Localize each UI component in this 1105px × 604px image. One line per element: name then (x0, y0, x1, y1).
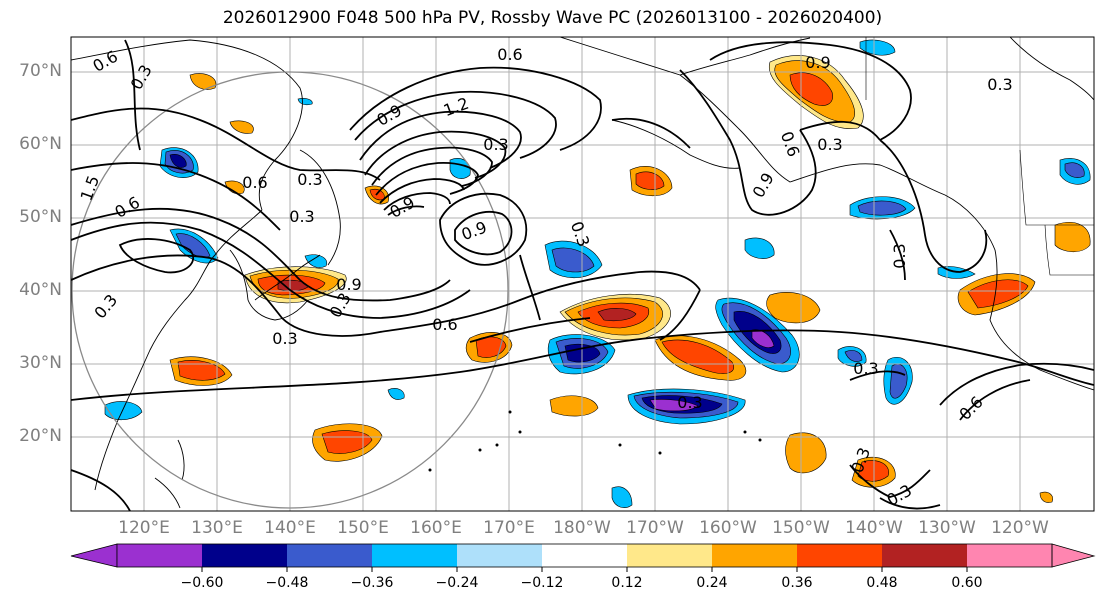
colorbar-tick-label: −0.60 (180, 575, 224, 591)
map-plot-area: 0.6 0.3 0.6 0.9 1.2 0.9 0.9 0.3 0.6 0.3 … (71, 37, 1094, 511)
lon-label: 130°E (191, 518, 243, 538)
anomaly-negative (744, 237, 775, 259)
colorbar-tick-label: 0.24 (696, 575, 728, 591)
colorbar-tick-label: 0.60 (951, 575, 983, 591)
islands (428, 410, 762, 472)
anomaly-negative (297, 98, 313, 106)
lat-label: 50°N (19, 207, 62, 227)
lon-label: 120°E (118, 518, 170, 538)
anomaly-positive (1054, 222, 1091, 253)
contour-label: 0.3 (289, 207, 314, 226)
contour-label: 0.3 (987, 75, 1012, 94)
anomaly-negative (857, 200, 907, 216)
lon-label: 150°W (772, 518, 830, 538)
anomaly-negative (175, 233, 211, 258)
lon-label: 140°W (845, 518, 903, 538)
lon-label: 160°W (699, 518, 757, 538)
colorbar-segment (202, 544, 287, 567)
great-circle (71, 71, 509, 509)
anomaly-positive (661, 339, 734, 374)
colorbar-segment (627, 544, 712, 567)
contour-label: 0.3 (483, 135, 508, 154)
colorbar-tick-label: 0.36 (781, 575, 813, 591)
contour-label: 0.6 (242, 173, 267, 192)
contour-label: 0.3 (853, 359, 878, 378)
anomaly-negative (551, 247, 595, 273)
contour-label: 0.9 (336, 275, 361, 294)
colorbar-segment (967, 544, 1052, 567)
colorbar-extend-low (70, 543, 118, 568)
colorbar-segment (287, 544, 372, 567)
lat-label: 60°N (19, 134, 62, 154)
colorbar-segment (797, 544, 882, 567)
lon-label: 160°E (410, 518, 462, 538)
lat-label: 30°N (19, 353, 62, 373)
map-title: 2026012900 F048 500 hPa PV, Rossby Wave … (222, 8, 883, 28)
anomaly-positive (321, 430, 373, 454)
colorbar (70, 543, 1096, 572)
anomaly-negative (611, 486, 633, 508)
colorbar-segment (712, 544, 797, 567)
colorbar-segment (117, 544, 202, 567)
colorbar-outline (116, 543, 1053, 568)
anomaly-negative (649, 399, 699, 412)
colorbar-segment (882, 544, 967, 567)
anomaly-negative (304, 254, 328, 268)
contour-label: 0.3 (817, 135, 842, 154)
lat-label: 40°N (19, 280, 62, 300)
anomaly-positive (1039, 491, 1053, 503)
lon-label: 180°W (553, 518, 611, 538)
lon-label: 150°E (337, 518, 389, 538)
anomaly-positive (597, 308, 637, 322)
colorbar-segment (542, 544, 627, 567)
colorbar-extend-high (1051, 543, 1096, 568)
lon-label: 140°E (264, 518, 316, 538)
colorbar-segment (457, 544, 542, 567)
anomaly-positive (177, 360, 226, 381)
lon-label: 120°W (991, 518, 1049, 538)
colorbar-tick-label: 0.12 (611, 575, 643, 591)
borders (865, 37, 1094, 276)
colorbar-tick-label: 0.48 (866, 575, 898, 591)
lon-label: 170°E (483, 518, 535, 538)
anomaly-positive (549, 395, 599, 417)
anomaly-negative (104, 401, 143, 421)
colorbar-segment (372, 544, 457, 567)
colorbar-tick-label: −0.48 (265, 575, 309, 591)
anomaly-negative (889, 364, 908, 399)
colorbar-tick-label: −0.24 (435, 575, 479, 591)
contour-label: 0.9 (805, 53, 830, 72)
contour-label: 0.6 (432, 315, 457, 334)
lon-label: 170°W (626, 518, 684, 538)
colorbar-tick-label: −0.36 (350, 575, 394, 591)
anomaly-negative (1064, 162, 1085, 178)
contour-label: 0.3 (890, 243, 909, 268)
anomaly-positive (229, 120, 254, 134)
anomaly-negative (169, 154, 187, 168)
anomaly-positive (785, 432, 827, 474)
contour-label: 0.3 (297, 170, 322, 189)
contour-label: 0.3 (677, 393, 702, 412)
anomaly-negative (387, 388, 405, 400)
contour-label: 0.3 (272, 329, 297, 348)
anomaly-positive (967, 279, 1029, 309)
map-frame (70, 36, 1095, 512)
lon-label: 130°W (918, 518, 976, 538)
anomaly-positive (189, 73, 217, 90)
pv-contours (71, 39, 1094, 511)
anomaly-positive (635, 171, 665, 190)
lat-label: 70°N (19, 61, 62, 81)
contour-label: 0.6 (497, 45, 522, 64)
colorbar-tick-label: −0.12 (520, 575, 564, 591)
anomaly-negative (859, 39, 896, 56)
anomaly-negative (844, 350, 863, 362)
lat-label: 20°N (19, 426, 62, 446)
